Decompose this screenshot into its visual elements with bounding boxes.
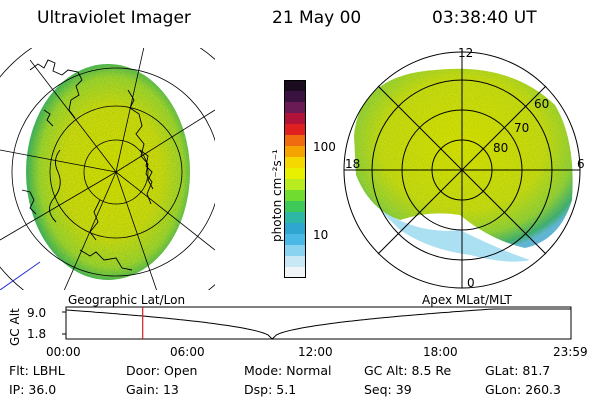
colorbar-swatch: [284, 267, 306, 278]
geo-panel-label: Geographic Lat/Lon: [68, 293, 186, 307]
colorbar-swatch: [284, 146, 306, 158]
colorbar-swatch: [284, 201, 306, 213]
colorbar-swatch: [284, 245, 306, 257]
colorbar-swatch: [284, 113, 306, 125]
colorbar-swatch: [284, 91, 306, 103]
colorbar-swatch: [284, 157, 306, 169]
dsp-status: Dsp: 5.1: [244, 382, 297, 397]
colorbar-swatch: [284, 256, 306, 268]
colorbar-swatch: [284, 168, 306, 180]
door-status: Door: Open: [126, 363, 198, 378]
colorbar-swatch: [284, 102, 306, 114]
flt-status: Flt: LBHL: [9, 363, 65, 378]
seq-status: Seq: 39: [364, 382, 412, 397]
timeline-frame: [65, 306, 572, 340]
timeline-xtick-1800: 18:00: [423, 345, 458, 359]
mlt-6: 6: [577, 157, 585, 171]
timeline-ytick-top: 9.0: [27, 306, 47, 320]
geo-grid: [0, 48, 215, 290]
mlt-12: 12: [458, 46, 474, 60]
timeline-xtick-0000: 00:00: [46, 345, 81, 359]
timeline-xtick-0600: 06:00: [170, 345, 205, 359]
apex-polar-image: [343, 51, 581, 289]
colorbar-swatch: [284, 135, 306, 147]
apex-grid: [343, 51, 581, 289]
instrument-title: Ultraviolet Imager: [37, 8, 191, 28]
altitude-curve: [65, 308, 571, 340]
mode-status: Mode: Normal: [244, 363, 332, 378]
colorbar-swatch: [284, 212, 306, 224]
mlat-70: 70: [514, 121, 530, 135]
gain-status: Gain: 13: [126, 382, 179, 397]
time-label: 03:38:40 UT: [432, 8, 537, 28]
timeline-xtick-1200: 12:00: [298, 345, 333, 359]
glon-status: GLon: 260.3: [485, 382, 561, 397]
glat-status: GLat: 81.7: [485, 363, 551, 378]
mlt-18: 18: [345, 157, 361, 171]
gc-alt-status: GC Alt: 8.5 Re: [364, 363, 452, 378]
colorbar-tick-10: 10: [313, 228, 329, 242]
colorbar: [284, 80, 306, 278]
date-label: 21 May 00: [272, 8, 362, 28]
timeline-xtick-2359: 23:59: [553, 345, 588, 359]
colorbar-swatch: [284, 124, 306, 136]
colorbar-swatch: [284, 223, 306, 235]
timeline-ylabel: GC Alt: [8, 308, 22, 346]
mlat-80: 80: [493, 141, 509, 155]
timeline-ytick-bottom: 1.8: [27, 327, 47, 341]
apex-panel-label: Apex MLat/MLT: [422, 293, 512, 307]
mlat-60: 60: [534, 97, 550, 111]
ip-status: IP: 36.0: [9, 382, 57, 397]
colorbar-swatch: [284, 179, 306, 191]
colorbar-tick-100: 100: [313, 140, 336, 154]
colorbar-swatch: [284, 80, 306, 92]
geo-coastlines: [21, 59, 154, 271]
colorbar-swatch: [284, 234, 306, 246]
colorbar-swatch: [284, 190, 306, 202]
mlt-0: 0: [467, 276, 475, 290]
